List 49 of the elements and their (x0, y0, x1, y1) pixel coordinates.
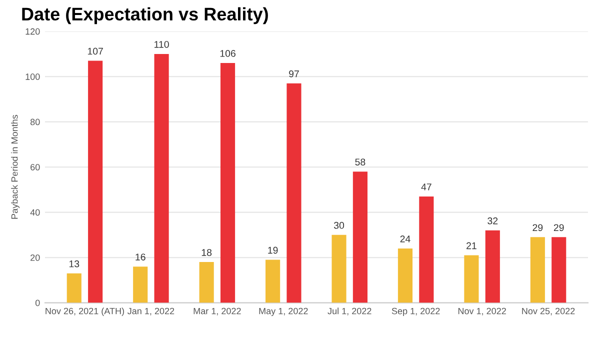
data-label: 16 (136, 254, 146, 260)
data-label: 58 (355, 158, 366, 166)
data-label: 47 (421, 184, 432, 190)
bar (419, 196, 434, 303)
bar (485, 230, 500, 303)
x-tick-label: Jul 1, 2022 (328, 308, 372, 316)
bar (220, 62, 236, 303)
bar (66, 273, 82, 303)
x-tick-label: Mar 1, 2022 (194, 308, 241, 316)
bar (552, 237, 566, 303)
x-tick-label: Jan 1, 2022 (128, 308, 174, 316)
bar (398, 248, 413, 303)
y-tick-label: 40 (30, 209, 40, 216)
y-tick-label: 20 (30, 254, 40, 261)
data-label: 106 (220, 50, 236, 57)
data-label: 107 (88, 48, 103, 55)
data-label: 13 (69, 260, 80, 268)
bar (530, 237, 545, 303)
x-tick-label: May 1, 2022 (259, 308, 308, 316)
y-tick-label: 0 (35, 300, 40, 306)
bar (133, 266, 148, 303)
x-tick-label: Nov 1, 2022 (458, 308, 506, 316)
data-label: 21 (466, 242, 476, 250)
data-label: 19 (268, 246, 278, 254)
data-label: 29 (532, 224, 543, 232)
bar (199, 262, 214, 303)
data-label: 29 (554, 224, 564, 232)
x-tick-label: Nov 25, 2022 (522, 308, 575, 316)
y-axis-title: Payback Period in Months (11, 114, 20, 219)
bar (286, 83, 302, 303)
y-tick-label: 120 (26, 28, 40, 35)
bar (88, 60, 103, 303)
bar (154, 54, 169, 303)
bar (332, 234, 346, 303)
data-label: 24 (400, 236, 410, 242)
y-tick-label: 60 (30, 164, 40, 170)
data-label: 97 (289, 70, 299, 78)
data-label: 32 (488, 217, 498, 224)
data-label: 110 (154, 40, 169, 48)
y-tick-label: 80 (30, 118, 40, 126)
bar (352, 172, 368, 303)
bar (464, 255, 479, 303)
y-tick-label: 100 (26, 74, 40, 80)
chart-title: Date (Expectation vs Reality) (22, 7, 268, 24)
data-label: 18 (202, 249, 212, 256)
bar (266, 260, 280, 303)
x-tick-label: Nov 26, 2021 (ATH) (46, 308, 124, 316)
data-label: 30 (334, 222, 344, 229)
x-tick-label: Sep 1, 2022 (392, 308, 440, 316)
